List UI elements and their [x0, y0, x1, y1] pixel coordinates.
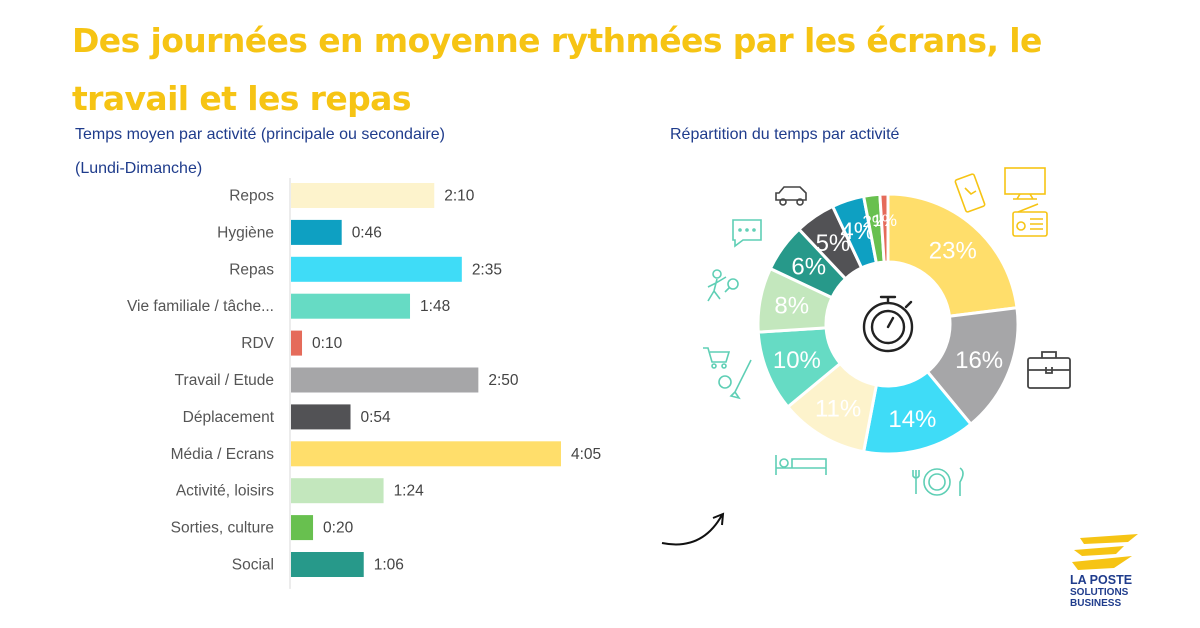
bar-repos	[291, 183, 435, 208]
la-poste-bird-icon	[1072, 534, 1138, 570]
category-label-deplacement: Déplacement	[183, 409, 275, 426]
category-label-social: Social	[232, 557, 274, 574]
value-label-rdv: 0:10	[312, 335, 343, 352]
briefcase-icon	[1027, 351, 1071, 389]
category-label-rdv: RDV	[241, 335, 274, 352]
category-label-activite-loisirs: Activité, loisirs	[176, 483, 274, 500]
slice-label-social: 6%	[791, 253, 826, 280]
category-label-repos: Repos	[229, 188, 274, 205]
logo-line1: LA POSTE	[1070, 573, 1132, 587]
slice-label-rdv: 1%	[872, 211, 897, 230]
value-label-media-ecrans: 4:05	[571, 446, 601, 463]
plate-cutlery-icon	[912, 467, 964, 496]
slice-label-vie-familiale-tache: 10%	[773, 347, 821, 374]
bar-travail-etude	[291, 367, 479, 393]
tv-icon	[1004, 167, 1046, 200]
pie-chart-title: Répartition du temps par activité	[670, 126, 900, 143]
page-title: Des journées en moyenne rythmées par les…	[72, 21, 1042, 118]
bar-social	[291, 552, 364, 577]
value-label-sorties-culture: 0:20	[323, 520, 354, 537]
tennis-player-icon	[707, 269, 739, 302]
chat-bubble-icon	[732, 219, 762, 248]
slice-label-media-ecrans: 23%	[929, 237, 977, 264]
car-icon	[775, 186, 807, 206]
arrow-icon	[661, 512, 725, 546]
value-label-travail-etude: 2:50	[488, 372, 519, 389]
category-label-travail-etude: Travail / Etude	[175, 372, 274, 389]
slice-label-activite-loisirs: 8%	[774, 293, 809, 320]
value-label-repos: 2:10	[444, 188, 475, 205]
category-label-vie-familiale-tache: Vie familiale / tâche...	[127, 298, 274, 315]
slice-label-travail-etude: 16%	[955, 347, 1003, 374]
category-label-media-ecrans: Média / Ecrans	[171, 446, 275, 463]
bar-chart-subtitle: (Lundi-Dimanche)	[75, 160, 203, 177]
slice-rdv	[878, 192, 890, 264]
bar-rdv	[291, 330, 303, 356]
bar-repas	[291, 256, 462, 282]
logo-line3: BUSINESS	[1070, 598, 1121, 609]
category-label-repas: Repas	[229, 261, 274, 278]
value-label-deplacement: 0:54	[361, 409, 392, 426]
stopwatch-icon	[862, 295, 914, 353]
bar-chart: Repos 2:10 Hygiène 0:46 Repas 2:35 Vie familia…	[127, 178, 601, 589]
slice-label-repos: 11%	[815, 395, 861, 422]
value-label-hygiene: 0:46	[352, 224, 382, 241]
bar-chart-title: Temps moyen par activité (principale ou …	[75, 126, 445, 143]
bar-deplacement	[291, 404, 351, 430]
slice-media-ecrans	[886, 192, 1019, 318]
tablet-icon	[954, 173, 986, 213]
value-label-repas: 2:35	[472, 261, 502, 278]
cleaning-icon	[703, 347, 752, 400]
logo-line2: SOLUTIONS	[1070, 587, 1129, 598]
value-label-social: 1:06	[374, 557, 404, 574]
bed-icon	[775, 455, 827, 475]
radio-icon	[1012, 203, 1048, 237]
bar-hygiene	[291, 219, 342, 245]
la-poste-logo: LA POSTE SOLUTIONS BUSINESS	[1070, 534, 1138, 609]
category-label-sorties-culture: Sorties, culture	[171, 520, 274, 537]
value-label-vie-familiale-tache: 1:48	[420, 298, 450, 315]
value-label-activite-loisirs: 1:24	[394, 483, 425, 500]
bar-activite-loisirs	[291, 478, 384, 504]
bar-sorties-culture	[291, 515, 314, 541]
bar-media-ecrans	[291, 441, 561, 467]
slice-label-repas: 14%	[888, 406, 936, 433]
bar-vie-familiale-tache	[291, 293, 411, 319]
category-label-hygiene: Hygiène	[217, 224, 274, 241]
